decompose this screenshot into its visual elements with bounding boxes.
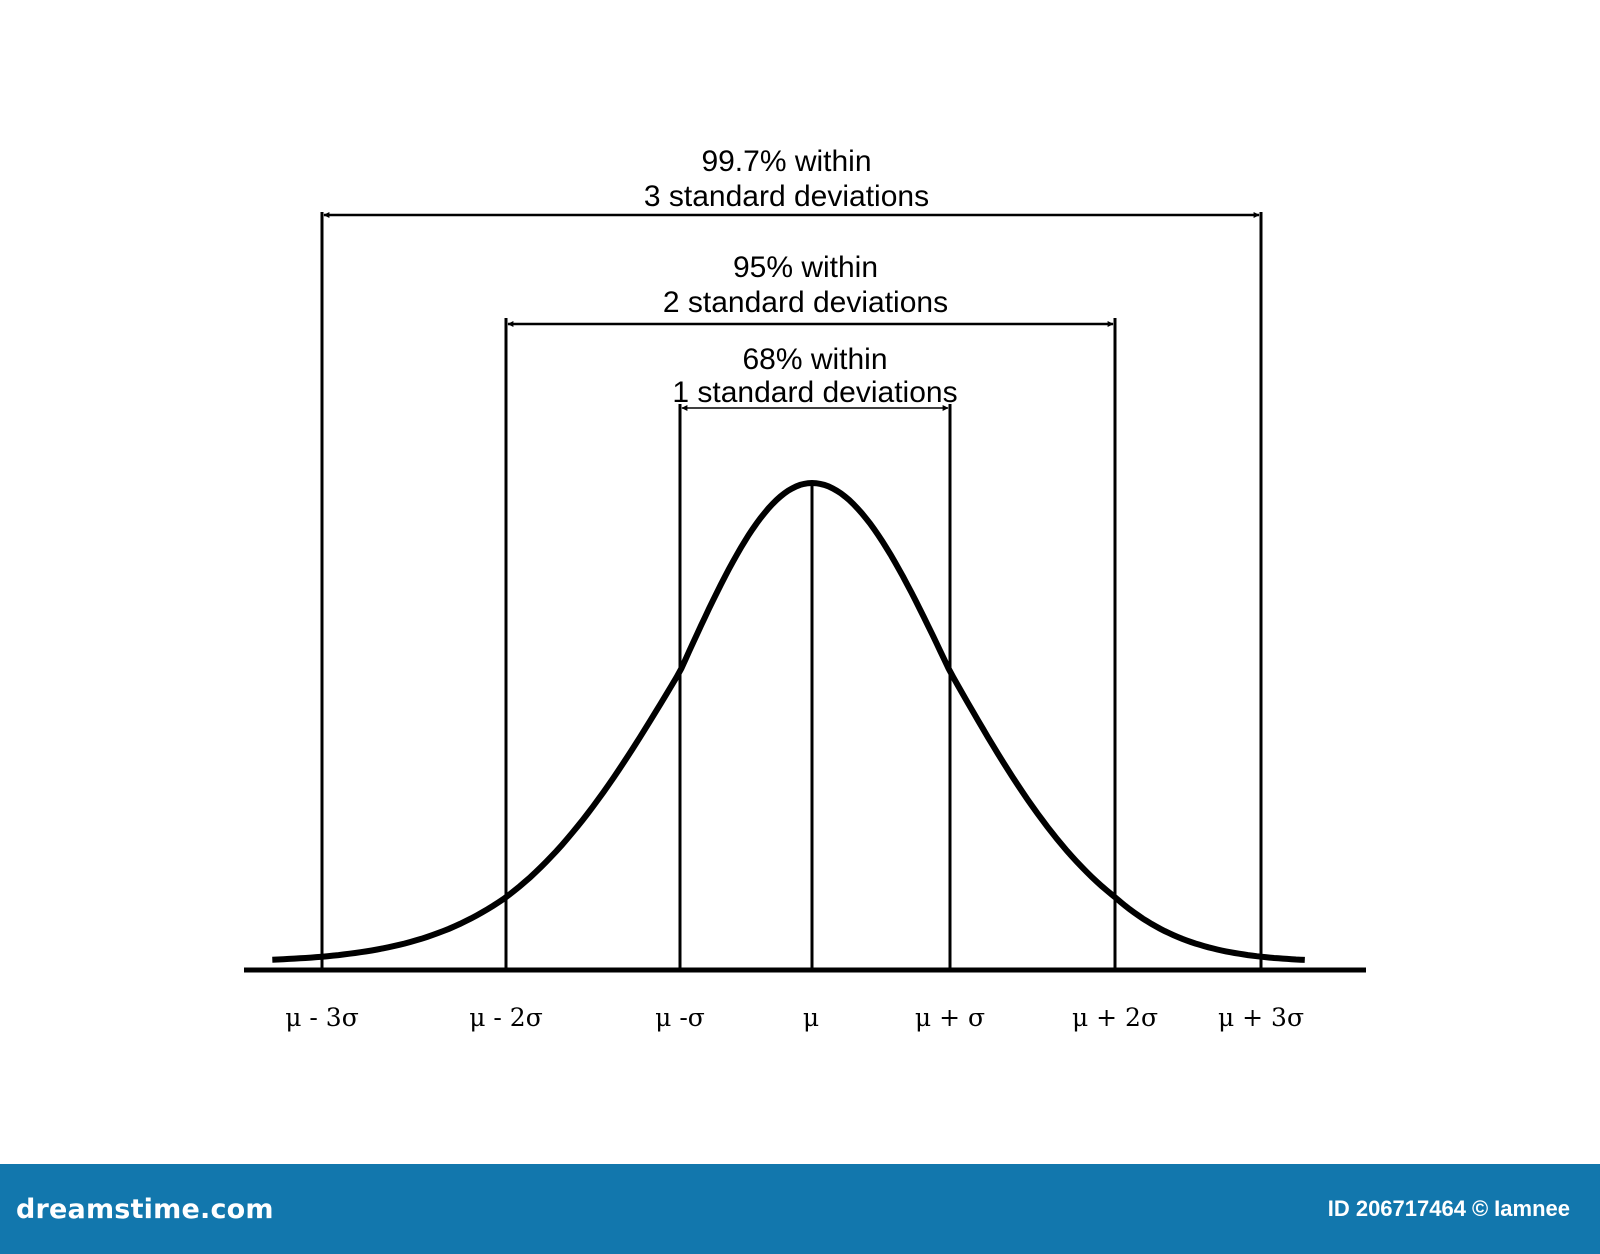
image-credit: ID 206717464 © Iamnee bbox=[1322, 1196, 1570, 1222]
tick-label: μ -σ bbox=[655, 1003, 705, 1032]
author-name[interactable]: Iamnee bbox=[1494, 1196, 1570, 1221]
sigma-lines bbox=[320, 212, 1263, 970]
tick-label: μ - 2σ bbox=[469, 1003, 543, 1032]
image-id: ID 206717464 bbox=[1327, 1196, 1466, 1221]
footer-bar: dreamstime.com ID 206717464 © Iamnee bbox=[0, 1164, 1600, 1254]
tick-label: μ - 3σ bbox=[285, 1003, 359, 1032]
copyright-symbol: © bbox=[1471, 1196, 1489, 1221]
tick-label: μ + σ bbox=[915, 1003, 985, 1032]
range-annotation-line2: 2 standard deviations bbox=[663, 286, 948, 319]
tick-label: μ + 2σ bbox=[1072, 1003, 1158, 1032]
range-annotation-line1: 99.7% within bbox=[701, 145, 871, 178]
brand-logo[interactable]: dreamstime.com bbox=[16, 1193, 274, 1225]
bell-curve bbox=[272, 479, 1305, 963]
tick-labels: μ - 3σ μ - 2σ μ -σ μ μ + σ μ + 2σ μ + 3σ bbox=[285, 1003, 1304, 1032]
range-annotation-line2: 3 standard deviations bbox=[644, 180, 929, 213]
tick-label: μ + 3σ bbox=[1218, 1003, 1304, 1032]
range-annotation-line1: 95% within bbox=[733, 251, 878, 284]
range-arrows bbox=[323, 212, 1260, 411]
tick-label: μ bbox=[803, 1003, 819, 1032]
range-annotation-line2: 1 standard deviations bbox=[672, 376, 957, 409]
range-annotation-line1: 68% within bbox=[742, 343, 887, 376]
